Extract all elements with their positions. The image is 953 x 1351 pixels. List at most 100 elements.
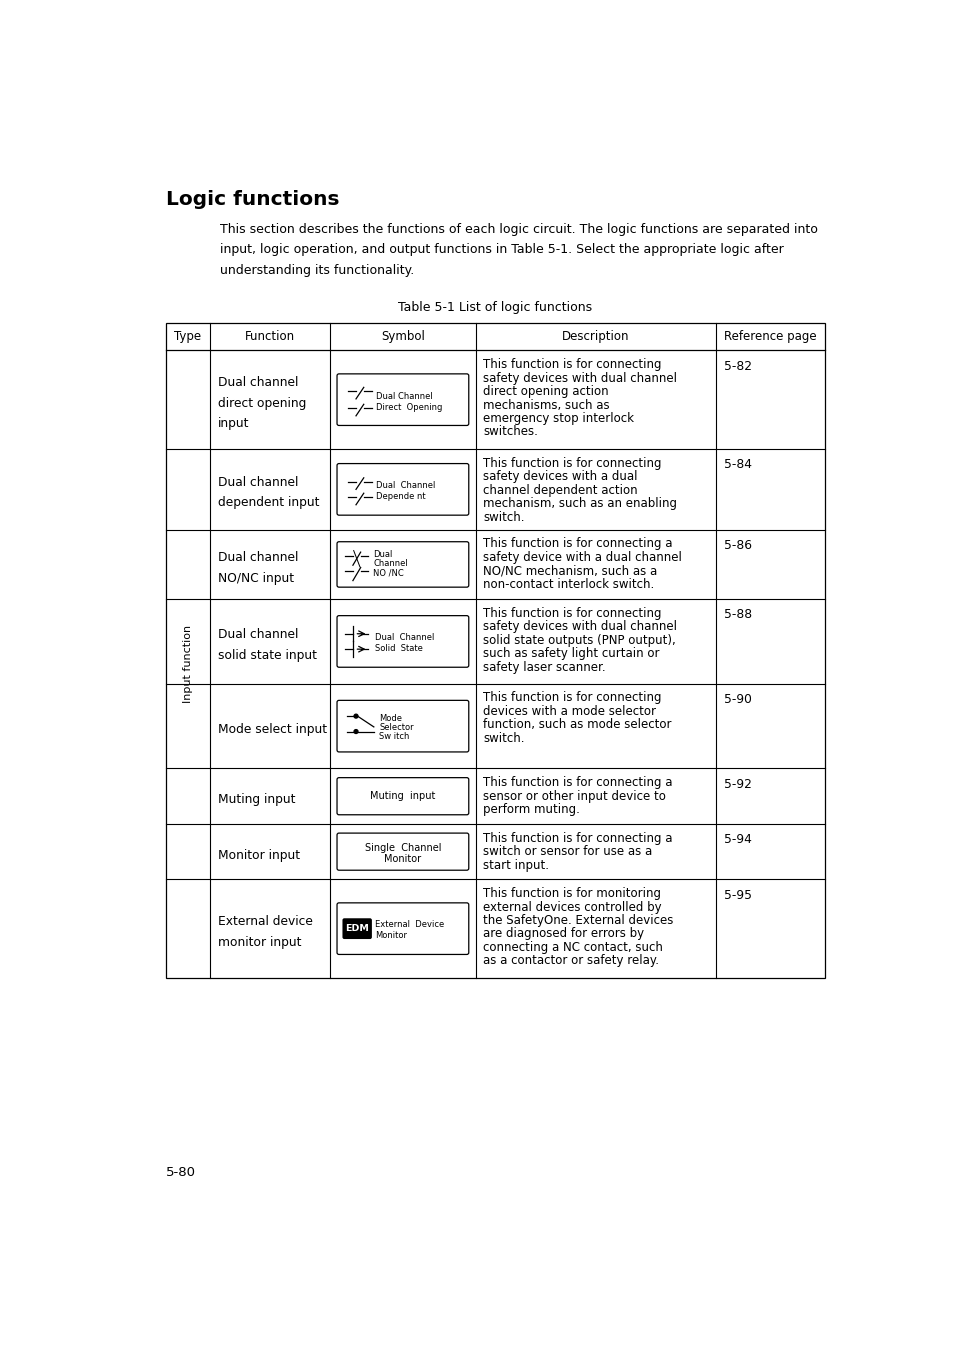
Text: Dual Channel: Dual Channel <box>375 392 433 401</box>
Text: Logic functions: Logic functions <box>166 190 339 209</box>
Text: Table 5-1 List of logic functions: Table 5-1 List of logic functions <box>397 301 592 313</box>
Text: This function is for connecting a: This function is for connecting a <box>483 832 672 844</box>
FancyBboxPatch shape <box>336 616 468 667</box>
Text: Dual channel: Dual channel <box>217 476 297 489</box>
Text: External  Device: External Device <box>375 920 444 929</box>
Text: Mode: Mode <box>379 713 402 723</box>
Text: switches.: switches. <box>483 426 537 439</box>
Text: safety device with a dual channel: safety device with a dual channel <box>483 551 681 563</box>
Text: safety devices with dual channel: safety devices with dual channel <box>483 620 677 634</box>
Text: devices with a mode selector: devices with a mode selector <box>483 705 656 717</box>
Text: Selector: Selector <box>379 723 414 732</box>
Text: perform muting.: perform muting. <box>483 802 579 816</box>
Text: This function is for connecting: This function is for connecting <box>483 692 661 704</box>
Text: input: input <box>217 417 249 430</box>
Text: Dual channel: Dual channel <box>217 551 297 565</box>
FancyBboxPatch shape <box>336 778 468 815</box>
Text: direct opening: direct opening <box>217 397 306 409</box>
Text: Monitor input: Monitor input <box>217 848 299 862</box>
Text: 5-80: 5-80 <box>166 1166 195 1179</box>
Text: Function: Function <box>245 330 294 343</box>
FancyBboxPatch shape <box>343 919 371 939</box>
Text: as a contactor or safety relay.: as a contactor or safety relay. <box>483 954 659 967</box>
Text: switch or sensor for use as a: switch or sensor for use as a <box>483 846 652 858</box>
Text: External device: External device <box>217 916 313 928</box>
Text: start input.: start input. <box>483 859 549 871</box>
Text: 5-94: 5-94 <box>723 834 751 846</box>
Text: Channel: Channel <box>373 559 407 569</box>
Text: Depende nt: Depende nt <box>375 492 425 501</box>
Circle shape <box>354 715 357 719</box>
Text: monitor input: monitor input <box>217 936 301 948</box>
Text: dependent input: dependent input <box>217 496 319 509</box>
FancyBboxPatch shape <box>336 902 468 954</box>
Text: external devices controlled by: external devices controlled by <box>483 901 661 913</box>
Text: emergency stop interlock: emergency stop interlock <box>483 412 634 426</box>
Text: 5-92: 5-92 <box>723 778 751 790</box>
Text: the SafetyOne. External devices: the SafetyOne. External devices <box>483 915 673 927</box>
Text: switch.: switch. <box>483 732 524 744</box>
Text: 5-88: 5-88 <box>723 608 751 621</box>
Text: solid state input: solid state input <box>217 648 316 662</box>
Text: Single  Channel: Single Channel <box>364 843 440 852</box>
Text: Dual: Dual <box>373 550 392 559</box>
Text: This function is for monitoring: This function is for monitoring <box>483 888 660 900</box>
Text: This function is for connecting: This function is for connecting <box>483 358 661 372</box>
Text: Description: Description <box>561 330 629 343</box>
Text: This function is for connecting a: This function is for connecting a <box>483 538 672 550</box>
Text: safety laser scanner.: safety laser scanner. <box>483 661 605 674</box>
Text: Input function: Input function <box>183 626 193 704</box>
Text: Type: Type <box>174 330 201 343</box>
Text: non-contact interlock switch.: non-contact interlock switch. <box>483 578 654 590</box>
Text: Dual  Channel: Dual Channel <box>375 634 434 642</box>
Text: EDM: EDM <box>345 924 369 934</box>
Text: Monitor: Monitor <box>384 854 421 863</box>
Text: safety devices with dual channel: safety devices with dual channel <box>483 372 677 385</box>
Text: NO/NC input: NO/NC input <box>217 571 294 585</box>
Text: Muting  input: Muting input <box>370 792 436 801</box>
FancyBboxPatch shape <box>336 834 468 870</box>
Text: NO /NC: NO /NC <box>373 569 403 577</box>
Text: are diagnosed for errors by: are diagnosed for errors by <box>483 928 644 940</box>
Text: function, such as mode selector: function, such as mode selector <box>483 719 671 731</box>
Text: Dual  Channel: Dual Channel <box>375 481 436 490</box>
Text: Mode select input: Mode select input <box>217 723 327 736</box>
Text: connecting a NC contact, such: connecting a NC contact, such <box>483 942 662 954</box>
Text: mechanisms, such as: mechanisms, such as <box>483 399 610 412</box>
FancyBboxPatch shape <box>336 374 468 426</box>
Text: sensor or other input device to: sensor or other input device to <box>483 790 666 802</box>
Text: Solid  State: Solid State <box>375 644 422 653</box>
Text: This function is for connecting: This function is for connecting <box>483 457 661 470</box>
Text: This section describes the functions of each logic circuit. The logic functions : This section describes the functions of … <box>220 223 817 236</box>
Text: NO/NC mechanism, such as a: NO/NC mechanism, such as a <box>483 565 657 577</box>
Bar <box>166 323 823 978</box>
Text: switch.: switch. <box>483 511 524 524</box>
Text: Reference page: Reference page <box>723 330 816 343</box>
Text: Symbol: Symbol <box>380 330 424 343</box>
Text: mechanism, such as an enabling: mechanism, such as an enabling <box>483 497 677 511</box>
Text: Dual channel: Dual channel <box>217 628 297 642</box>
Text: This function is for connecting: This function is for connecting <box>483 607 661 620</box>
Text: 5-90: 5-90 <box>723 693 751 707</box>
Text: such as safety light curtain or: such as safety light curtain or <box>483 647 659 661</box>
Circle shape <box>354 730 357 734</box>
FancyBboxPatch shape <box>336 700 468 753</box>
Text: 5-82: 5-82 <box>723 359 751 373</box>
FancyBboxPatch shape <box>336 463 468 515</box>
FancyBboxPatch shape <box>336 542 468 588</box>
Text: channel dependent action: channel dependent action <box>483 484 638 497</box>
Text: 5-95: 5-95 <box>723 889 751 901</box>
Text: Direct  Opening: Direct Opening <box>375 403 442 412</box>
Text: Muting input: Muting input <box>217 793 294 807</box>
Text: solid state outputs (PNP output),: solid state outputs (PNP output), <box>483 634 676 647</box>
Text: Dual channel: Dual channel <box>217 376 297 389</box>
Text: This function is for connecting a: This function is for connecting a <box>483 777 672 789</box>
Text: direct opening action: direct opening action <box>483 385 608 399</box>
Text: Sw itch: Sw itch <box>379 732 409 742</box>
Text: 5-86: 5-86 <box>723 539 751 553</box>
Text: Monitor: Monitor <box>375 931 407 940</box>
Text: input, logic operation, and output functions in Table 5-1. Select the appropriat: input, logic operation, and output funct… <box>220 243 783 257</box>
Text: understanding its functionality.: understanding its functionality. <box>220 263 414 277</box>
Text: safety devices with a dual: safety devices with a dual <box>483 470 638 484</box>
Text: 5-84: 5-84 <box>723 458 751 471</box>
